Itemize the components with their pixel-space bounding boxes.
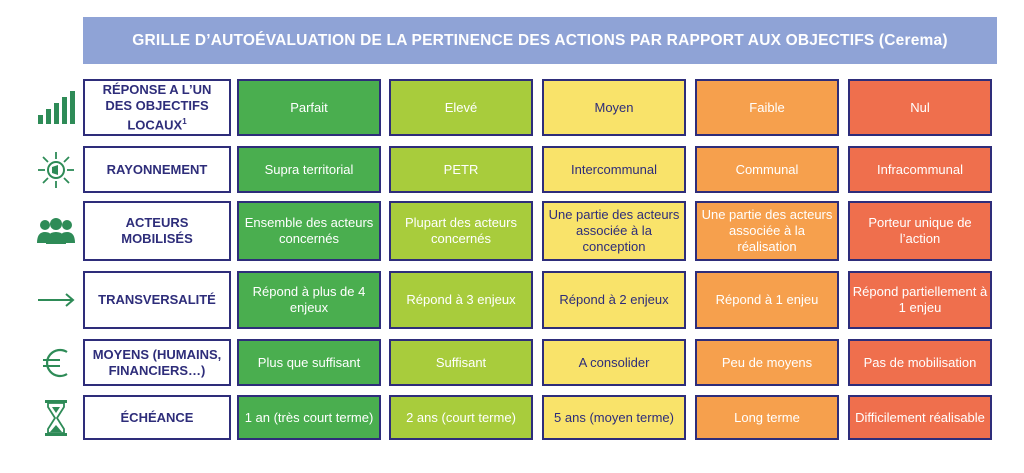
cell-level-4: Long terme	[695, 395, 839, 440]
cell-level-2: Suffisant	[389, 339, 533, 386]
cell-level-3: A consolider	[542, 339, 686, 386]
cell-level-1: Parfait	[237, 79, 381, 136]
cell-level-5: Difficilement réalisable	[848, 395, 992, 440]
cell-level-3: Répond à 2 enjeux	[542, 271, 686, 329]
people-icon	[30, 201, 82, 261]
arrow-right-icon	[30, 271, 82, 329]
cell-level-5: Porteur unique de l’action	[848, 201, 992, 261]
row-label-objectifs: RÉPONSE A L’UN DES OBJECTIFS LOCAUX1	[83, 79, 231, 136]
cell-level-2: Plupart des acteurs concernés	[389, 201, 533, 261]
cell-level-5: Nul	[848, 79, 992, 136]
row-label-acteurs: ACTEURS MOBILISÉS	[83, 201, 231, 261]
row-label-moyens: MOYENS (HUMAINS, FINANCIERS…)	[83, 339, 231, 386]
cell-level-1: Supra territorial	[237, 146, 381, 193]
row-label-echeance: ÉCHÉANCE	[83, 395, 231, 440]
cell-level-1: Ensemble des acteurs concernés	[237, 201, 381, 261]
euro-icon	[30, 339, 82, 386]
hourglass-icon	[30, 395, 82, 440]
cell-level-5: Répond partiellement à 1 enjeu	[848, 271, 992, 329]
cell-level-5: Infracommunal	[848, 146, 992, 193]
cell-level-5: Pas de mobilisation	[848, 339, 992, 386]
cell-level-2: Répond à 3 enjeux	[389, 271, 533, 329]
cell-level-3: Moyen	[542, 79, 686, 136]
cell-level-4: Faible	[695, 79, 839, 136]
cell-level-1: Plus que suffisant	[237, 339, 381, 386]
cell-level-4: Répond à 1 enjeu	[695, 271, 839, 329]
cell-level-1: Répond à plus de 4 enjeux	[237, 271, 381, 329]
cell-level-1: 1 an (très court terme)	[237, 395, 381, 440]
cell-level-3: 5 ans (moyen terme)	[542, 395, 686, 440]
cell-level-4: Communal	[695, 146, 839, 193]
bar-chart-icon	[30, 79, 82, 136]
cell-level-2: PETR	[389, 146, 533, 193]
row-label-rayonnement: RAYONNEMENT	[83, 146, 231, 193]
cell-level-2: 2 ans (court terme)	[389, 395, 533, 440]
cell-level-3: Une partie des acteurs associée à la con…	[542, 201, 686, 261]
cell-level-4: Peu de moyens	[695, 339, 839, 386]
cell-level-2: Elevé	[389, 79, 533, 136]
row-label-transversalite: TRANSVERSALITÉ	[83, 271, 231, 329]
table-title: GRILLE D’AUTOÉVALUATION DE LA PERTINENCE…	[83, 17, 997, 64]
cell-level-4: Une partie des acteurs associée à la réa…	[695, 201, 839, 261]
broadcast-icon	[30, 146, 82, 193]
cell-level-3: Intercommunal	[542, 146, 686, 193]
